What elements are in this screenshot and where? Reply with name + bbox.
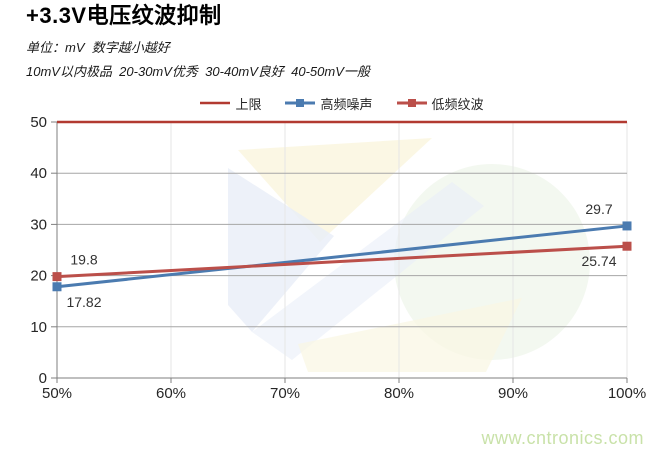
x-axis-tick-label: 50% — [42, 385, 72, 402]
legend-label: 低频纹波 — [431, 96, 484, 112]
watermark-logo-shape — [238, 138, 432, 242]
watermark-logo-shape — [228, 168, 334, 332]
watermark-logo-shape — [252, 182, 484, 360]
data-point-label: 29.7 — [585, 201, 612, 217]
x-axis-tick-label: 90% — [498, 385, 528, 402]
series-line — [56, 244, 628, 279]
y-axis-tick-label: 10 — [30, 319, 47, 336]
axes — [51, 121, 628, 383]
y-axis-tick-label: 30 — [30, 216, 47, 233]
legend-marker — [296, 99, 305, 107]
y-axis-tick-label: 40 — [30, 165, 47, 182]
data-point-marker — [622, 221, 632, 231]
legend-item-high_freq: 高频噪声 — [285, 94, 373, 113]
chart-subtitle-units: 单位：mV 数字越小越好 — [26, 40, 170, 55]
chart-legend: 上限 高频噪声 低频纹波 — [24, 93, 660, 113]
data-point-marker — [52, 282, 62, 292]
legend-marker — [407, 99, 416, 107]
background-watermark-logo — [228, 138, 590, 372]
legend-label: 高频噪声 — [320, 96, 373, 112]
legend-label: 上限 — [235, 96, 262, 112]
x-axis-tick-label: 100% — [608, 385, 646, 402]
data-point-marker — [52, 272, 62, 282]
x-axis-tick-label: 70% — [270, 385, 300, 402]
legend-swatch-low_freq — [396, 99, 427, 107]
data-point-label: 17.82 — [66, 294, 101, 310]
axis-labels: 0 10 20 30 40 50 50% 60% 70% 80% 90% 100% — [30, 114, 646, 402]
y-axis-tick-label: 0 — [39, 370, 47, 387]
x-axis-tick-label: 80% — [384, 385, 414, 402]
data-point-label: 19.8 — [70, 252, 97, 268]
legend-item-low_freq: 低频纹波 — [396, 94, 484, 113]
legend-swatch-high_freq — [285, 99, 316, 107]
y-axis-tick-label: 20 — [30, 268, 47, 285]
site-watermark: www.cntronics.com — [481, 428, 644, 448]
data-point-label: 25.74 — [581, 253, 616, 269]
chart-title: +3.3V电压纹波抑制 — [26, 3, 222, 28]
data-point-marker — [622, 241, 632, 251]
series-line — [56, 224, 628, 289]
legend-item-threshold: 上限 — [200, 94, 261, 113]
x-axis-tick-label: 60% — [156, 385, 186, 402]
y-axis-tick-label: 50 — [30, 114, 47, 131]
series-low_freq: 19.8 25.74 — [52, 241, 632, 282]
watermark-logo-shape — [298, 298, 522, 372]
series-high_freq: 17.82 29.7 — [52, 201, 632, 310]
legend-swatch-threshold — [200, 101, 231, 105]
chart-subtitle-grading: 10mV以内极品 20-30mV优秀 30-40mV良好 40-50mV一般 — [26, 64, 370, 79]
